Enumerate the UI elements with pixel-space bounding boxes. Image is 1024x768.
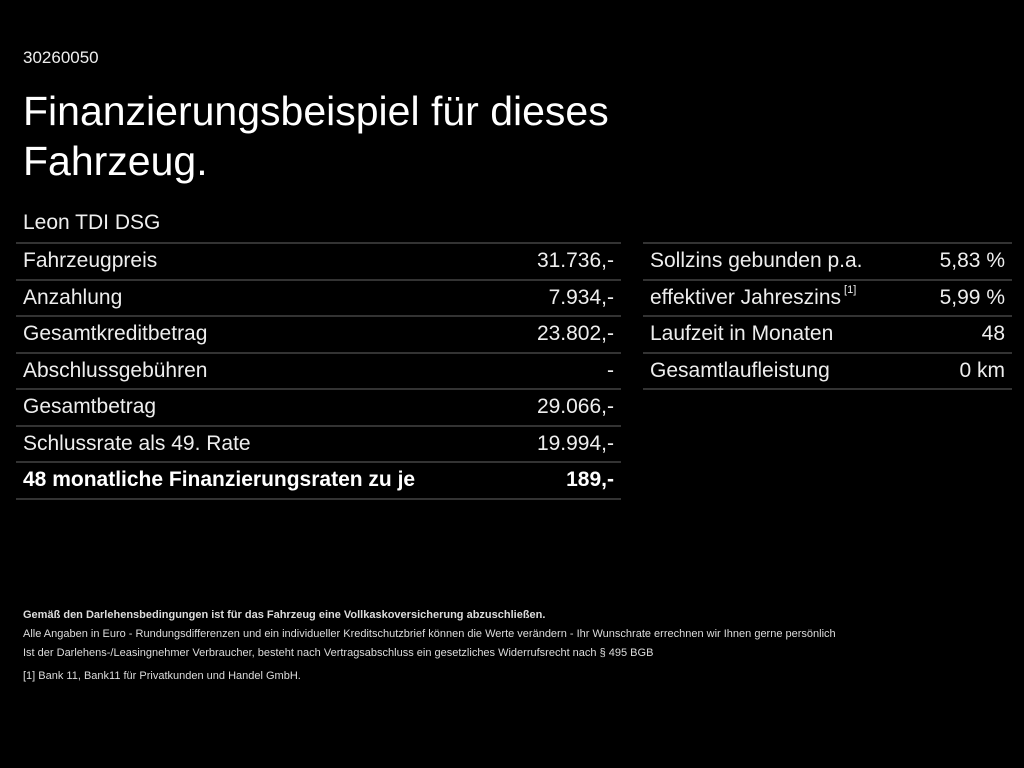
footnote-ref: [1] <box>844 283 857 296</box>
label-text: Laufzeit in Monaten <box>650 322 834 346</box>
table-row: Fahrzeugpreis 31.736,- <box>16 244 621 281</box>
label-text: effektiver Jahreszins <box>650 285 842 309</box>
table-row: Gesamtbetrag 29.066,- <box>16 390 621 427</box>
row-value: 19.994,- <box>536 431 614 455</box>
table-row: Anzahlung 7.934,- <box>16 281 621 317</box>
row-value: 189,- <box>566 468 614 492</box>
label-text: Sollzins gebunden p.a. <box>650 249 863 273</box>
row-value: - <box>607 358 614 382</box>
vehicle-code: 30260050 <box>23 48 99 67</box>
row-value: 31.736,- <box>536 249 614 273</box>
table-row: Sollzins gebunden p.a. 5,83 % <box>643 244 1012 281</box>
table-row: Abschlussgebühren - <box>16 354 621 390</box>
interest-table: Sollzins gebunden p.a. 5,83 % effektiver … <box>643 242 1012 390</box>
row-value: 29.066,- <box>536 395 614 419</box>
table-row: Schlussrate als 49. Rate 19.994,- <box>16 427 621 463</box>
monthly-rate-row: 48 monatliche Finanzierungsraten zu je 18… <box>16 463 621 500</box>
model-name: Leon TDI DSG <box>23 211 161 234</box>
row-label: effektiver Jahreszins [1] <box>650 283 857 310</box>
row-value: 5,99 % <box>939 285 1005 309</box>
row-label: Anzahlung <box>23 285 123 309</box>
insurance-note: Gemäß den Darlehensbedingungen ist für d… <box>23 609 546 621</box>
row-label: Fahrzeugpreis <box>23 249 158 273</box>
legal-notes: Gemäß den Darlehensbedingungen ist für d… <box>23 606 836 686</box>
row-value: 7.934,- <box>548 285 614 309</box>
row-value: 23.802,- <box>536 322 614 346</box>
row-label: Abschlussgebühren <box>23 358 208 382</box>
footnote: [1] Bank 11, Bank11 für Privatkunden und… <box>23 667 836 686</box>
row-value: 0 km <box>959 358 1005 382</box>
table-row: Gesamtkreditbetrag 23.802,- <box>16 317 621 354</box>
disclaimer-line: Alle Angaben in Euro - Rundungsdifferenz… <box>23 628 836 640</box>
withdrawal-note: Ist der Darlehens-/Leasingnehmer Verbrau… <box>23 647 654 659</box>
row-label: Laufzeit in Monaten <box>650 322 833 346</box>
page-title: Finanzierungsbeispiel für dieses Fahrzeu… <box>23 88 609 184</box>
financing-table: Fahrzeugpreis 31.736,- Anzahlung 7.934,- G… <box>16 242 621 500</box>
row-value: 48 <box>981 322 1005 346</box>
row-label: 48 monatliche Finanzierungsraten zu je <box>23 468 416 492</box>
row-label: Gesamtbetrag <box>23 395 157 419</box>
table-row: Laufzeit in Monaten 48 <box>643 317 1012 354</box>
row-label: Gesamtlaufleistung <box>650 359 830 383</box>
footnote-mark: [1] <box>23 670 36 682</box>
table-row: Gesamtlaufleistung 0 km <box>643 354 1012 390</box>
table-row: effektiver Jahreszins [1] 5,99 % <box>643 281 1012 317</box>
row-label: Sollzins gebunden p.a. <box>650 249 863 273</box>
label-text: Gesamtlaufleistung <box>650 358 830 382</box>
row-value: 5,83 % <box>939 249 1005 273</box>
row-label: Gesamtkreditbetrag <box>23 322 208 346</box>
footnote-text: Bank 11, Bank11 für Privatkunden und Han… <box>38 670 301 682</box>
row-label: Schlussrate als 49. Rate <box>23 431 251 455</box>
